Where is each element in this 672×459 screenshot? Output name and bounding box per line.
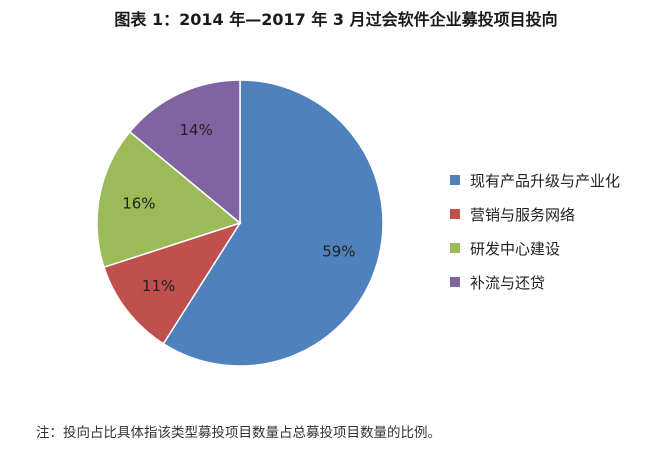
data-label-marketing: 11%: [142, 277, 175, 295]
legend-label: 现有产品升级与产业化: [470, 171, 621, 190]
pie-slice-upgrade: [162, 79, 384, 367]
legend-label: 研发中心建设: [470, 239, 561, 258]
footnote: 注：投向占比具体指该类型募投项目数量占总募投项目数量的比例。: [36, 425, 441, 441]
chart-title: 图表 1：2014 年—2017 年 3 月过会软件企业募投项目投向: [114, 10, 558, 29]
legend-label: 营销与服务网络: [470, 205, 576, 224]
legend-label: 补流与还贷: [470, 273, 546, 292]
data-label-rnd: 16%: [122, 195, 155, 213]
data-label-upgrade: 59%: [322, 243, 355, 261]
legend-item-rnd: 研发中心建设: [450, 231, 665, 265]
legend-swatch: [450, 209, 460, 219]
data-label-liquidity: 14%: [180, 121, 213, 139]
legend-item-liquidity: 补流与还贷: [450, 265, 665, 299]
legend: 现有产品升级与产业化 营销与服务网络 研发中心建设 补流与还贷: [450, 163, 665, 299]
legend-swatch: [450, 175, 460, 185]
pie-slice-rnd: [96, 130, 242, 269]
pie-slice-liquidity: [128, 79, 241, 225]
legend-swatch: [450, 277, 460, 287]
legend-item-marketing: 营销与服务网络: [450, 197, 665, 231]
legend-item-upgrade: 现有产品升级与产业化: [450, 163, 665, 197]
pie-slice-marketing: [103, 221, 242, 345]
legend-swatch: [450, 243, 460, 253]
